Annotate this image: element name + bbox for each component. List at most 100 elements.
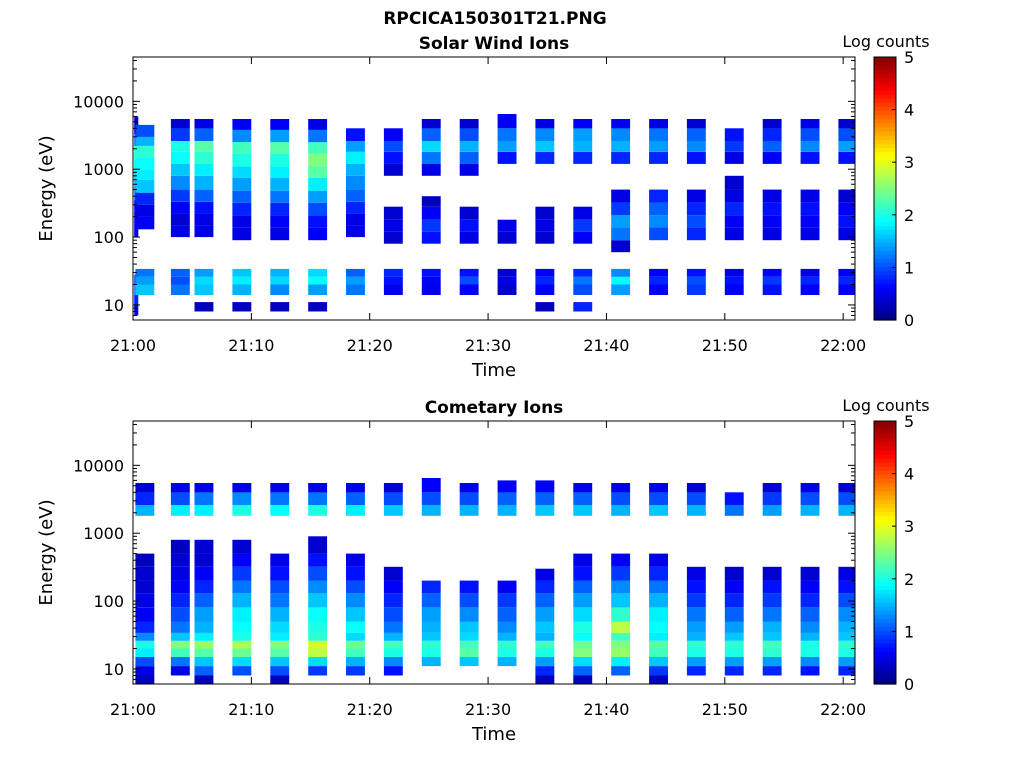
- heatmap-cell: [194, 163, 214, 176]
- heatmap-cell: [686, 640, 706, 649]
- heatmap-cell: [838, 483, 855, 493]
- colorbar-swatch: [874, 241, 896, 247]
- heatmap-cell: [194, 189, 214, 202]
- heatmap-cell: [135, 593, 155, 608]
- heatmap-cell: [270, 284, 290, 295]
- heatmap-cell: [270, 640, 290, 649]
- heatmap-cell: [459, 607, 479, 622]
- colorbar-frame: [873, 420, 897, 685]
- colorbar-swatch: [874, 118, 896, 124]
- heatmap-cell: [497, 648, 517, 657]
- heatmap-cell: [724, 632, 744, 641]
- heatmap-cell: [135, 553, 155, 567]
- heatmap-cell: [459, 219, 479, 232]
- heatmap-cell: [346, 632, 365, 641]
- heatmap-cell: [383, 483, 403, 493]
- colorbar-swatch: [874, 196, 896, 202]
- figure-title: RPCICA150301T21.PNG: [383, 9, 606, 29]
- heatmap-cell: [170, 640, 190, 649]
- heatmap-cell: [649, 202, 668, 216]
- heatmap-cell: [383, 621, 403, 633]
- colorbar-swatch: [874, 675, 896, 681]
- heatmap-cell: [535, 276, 555, 285]
- heatmap-cell: [459, 231, 479, 244]
- heatmap-cell: [308, 621, 328, 633]
- heatmap-cell: [459, 621, 479, 633]
- heatmap-cell: [611, 268, 631, 277]
- heatmap-cell: [421, 141, 441, 152]
- heatmap-cell: [611, 505, 631, 516]
- heatmap-cell: [535, 128, 555, 141]
- heatmap-cell: [232, 593, 252, 608]
- heatmap-cell: [459, 268, 479, 277]
- heatmap-cell: [800, 632, 820, 641]
- colorbar-swatch: [874, 564, 896, 570]
- heatmap-cell: [270, 276, 290, 285]
- colorbar-swatch: [874, 85, 896, 91]
- heatmap-cell: [383, 128, 403, 141]
- heatmap-cell: [170, 505, 190, 516]
- x-axis-label: Time: [471, 360, 516, 381]
- heatmap-cell: [346, 657, 365, 667]
- colorbar-swatch: [874, 311, 896, 317]
- heatmap-cell: [497, 219, 517, 232]
- colorbar-swatch: [874, 581, 896, 586]
- heatmap-cell: [838, 632, 855, 641]
- colorbar-swatch: [874, 659, 896, 665]
- colorbar-swatch: [874, 135, 896, 140]
- heatmap-cell: [232, 621, 252, 633]
- heatmap-cell: [686, 227, 706, 241]
- heatmap-cell: [724, 276, 744, 285]
- heatmap-cell: [800, 657, 820, 667]
- heatmap-cell: [383, 284, 403, 295]
- colorbar-swatch: [874, 449, 896, 455]
- heatmap-cell: [232, 553, 252, 567]
- plot-frame: [132, 420, 856, 685]
- colorbar-swatch: [874, 93, 896, 99]
- heatmap-cell: [134, 295, 139, 305]
- heatmap-cell: [649, 276, 668, 285]
- heatmap-cell: [194, 119, 214, 129]
- colorbar-swatch: [874, 217, 896, 222]
- heatmap-cell: [270, 553, 290, 567]
- heatmap-cell: [686, 580, 706, 594]
- heatmap-cell: [135, 505, 155, 516]
- colorbar-swatch: [874, 303, 896, 309]
- heatmap-cell: [838, 284, 855, 295]
- heatmap-cell: [762, 128, 782, 141]
- heatmap-cell: [383, 640, 403, 649]
- heatmap-cell: [762, 632, 782, 641]
- heatmap-cell: [170, 666, 190, 676]
- colorbar-tick-label: 2: [904, 206, 914, 225]
- heatmap-cell: [383, 219, 403, 232]
- heatmap-cell: [383, 151, 403, 164]
- heatmap-cell: [838, 666, 855, 676]
- heatmap-cell: [649, 621, 668, 633]
- colorbar-swatch: [874, 114, 896, 120]
- heatmap-cell: [497, 593, 517, 608]
- heatmap-cell: [535, 568, 555, 581]
- panel-title: Solar Wind Ions: [419, 34, 570, 54]
- heatmap-cell: [194, 302, 214, 312]
- heatmap-cell: [838, 268, 855, 277]
- heatmap-cell: [170, 276, 190, 285]
- heatmap-cell: [308, 657, 328, 667]
- colorbar-swatch: [874, 478, 896, 484]
- colorbar-swatch: [874, 593, 896, 599]
- heatmap-cell: [459, 151, 479, 164]
- heatmap-cell: [535, 480, 555, 493]
- colorbar-swatch: [874, 270, 896, 276]
- heatmap-cell: [611, 128, 631, 141]
- heatmap-cell: [649, 268, 668, 277]
- colorbar-swatch: [874, 507, 896, 513]
- heatmap-cell: [170, 128, 190, 141]
- heatmap-cell: [308, 553, 328, 567]
- colorbar-swatch: [874, 597, 896, 603]
- heatmap-cell: [194, 621, 214, 633]
- heatmap-cell: [838, 202, 855, 216]
- colorbar-swatch: [874, 147, 896, 153]
- heatmap-cell: [134, 223, 139, 238]
- heatmap-cell: [535, 119, 555, 129]
- heatmap-cell: [308, 142, 328, 154]
- heatmap-cell: [762, 151, 782, 164]
